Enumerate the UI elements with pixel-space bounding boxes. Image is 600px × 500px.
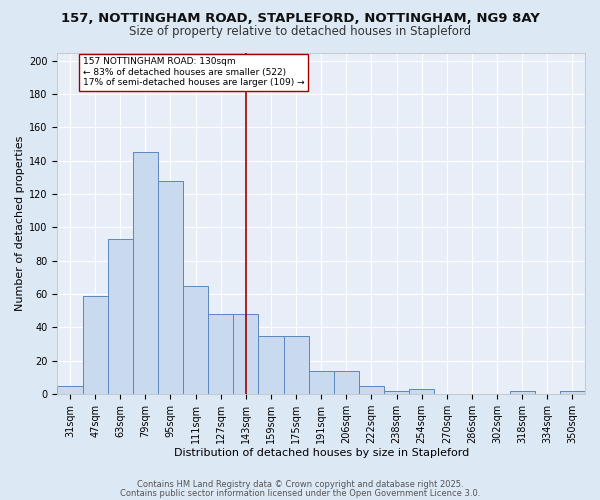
Bar bbox=[409, 389, 434, 394]
Bar bbox=[560, 391, 585, 394]
X-axis label: Distribution of detached houses by size in Stapleford: Distribution of detached houses by size … bbox=[173, 448, 469, 458]
Text: Contains HM Land Registry data © Crown copyright and database right 2025.: Contains HM Land Registry data © Crown c… bbox=[137, 480, 463, 489]
Text: Size of property relative to detached houses in Stapleford: Size of property relative to detached ho… bbox=[129, 25, 471, 38]
Bar bbox=[509, 391, 535, 394]
Bar bbox=[158, 181, 183, 394]
Bar bbox=[183, 286, 208, 394]
Bar bbox=[208, 314, 233, 394]
Text: 157, NOTTINGHAM ROAD, STAPLEFORD, NOTTINGHAM, NG9 8AY: 157, NOTTINGHAM ROAD, STAPLEFORD, NOTTIN… bbox=[61, 12, 539, 26]
Bar bbox=[334, 371, 359, 394]
Bar bbox=[284, 336, 308, 394]
Bar bbox=[359, 386, 384, 394]
Bar bbox=[58, 386, 83, 394]
Bar bbox=[233, 314, 259, 394]
Bar bbox=[308, 371, 334, 394]
Text: Contains public sector information licensed under the Open Government Licence 3.: Contains public sector information licen… bbox=[120, 488, 480, 498]
Bar bbox=[133, 152, 158, 394]
Y-axis label: Number of detached properties: Number of detached properties bbox=[15, 136, 25, 311]
Text: 157 NOTTINGHAM ROAD: 130sqm
← 83% of detached houses are smaller (522)
17% of se: 157 NOTTINGHAM ROAD: 130sqm ← 83% of det… bbox=[83, 58, 304, 88]
Bar bbox=[83, 296, 107, 394]
Bar bbox=[384, 391, 409, 394]
Bar bbox=[259, 336, 284, 394]
Bar bbox=[107, 239, 133, 394]
